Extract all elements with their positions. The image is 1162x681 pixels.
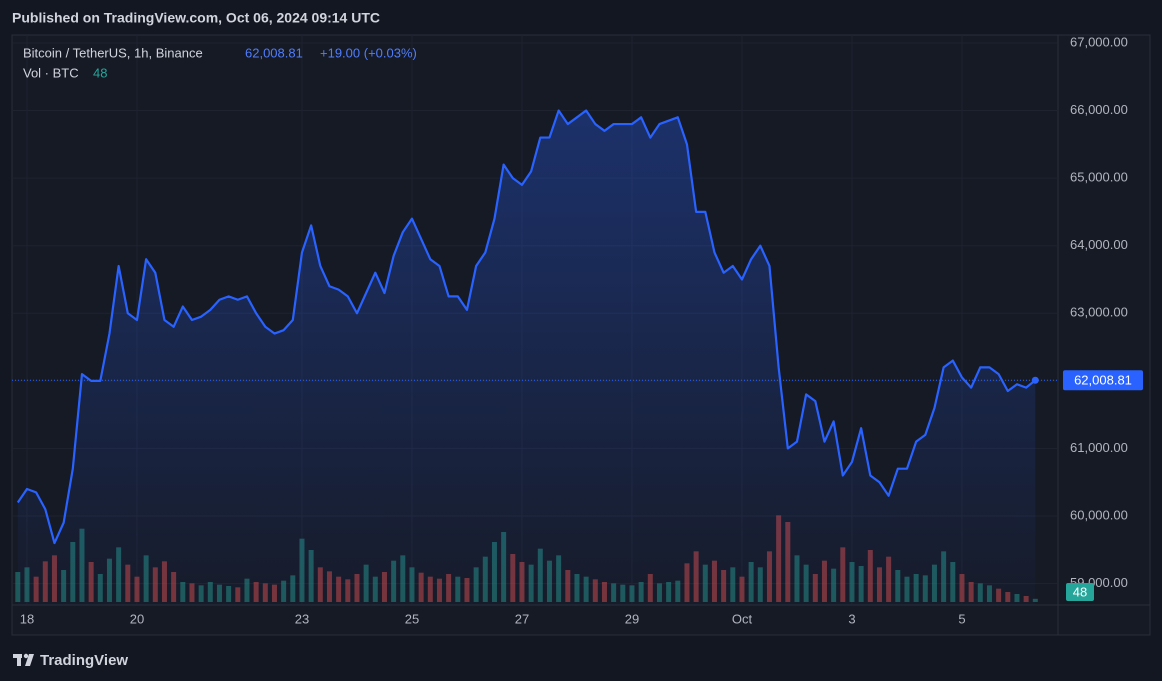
- logo-dot: [23, 653, 29, 659]
- x-tick-label: 18: [20, 611, 34, 626]
- y-tick-label: 64,000.00: [1070, 237, 1128, 252]
- price-badge-label: 62,008.81: [1074, 373, 1132, 388]
- y-tick-label: 65,000.00: [1070, 170, 1128, 185]
- x-tick-label: Oct: [732, 611, 753, 626]
- volume-badge: [1066, 583, 1094, 601]
- x-tick-label: 3: [848, 611, 855, 626]
- last-price-dot: [1031, 376, 1039, 384]
- price-line: [16, 109, 1036, 545]
- logo-slash: [25, 654, 34, 666]
- x-tick-label: 5: [958, 611, 965, 626]
- published-text: Published on TradingView.com, Oct 06, 20…: [12, 10, 380, 26]
- y-tick-label: 60,000.00: [1070, 507, 1128, 522]
- symbol-title: Bitcoin / TetherUS, 1h, Binance: [23, 45, 203, 60]
- logo-stem: [17, 654, 21, 666]
- price-area: [17, 110, 1036, 606]
- legend-change: +19.00 (+0.03%): [320, 45, 417, 60]
- x-tick-label: 29: [625, 611, 639, 626]
- logo: TradingView: [13, 652, 128, 669]
- brand-text: TradingView: [40, 652, 128, 669]
- y-tick-label: 61,000.00: [1070, 440, 1128, 455]
- y-tick-label: 63,000.00: [1070, 305, 1128, 320]
- price-badge: [1063, 370, 1143, 391]
- x-tick-label: 20: [130, 611, 144, 626]
- x-tick-label: 27: [515, 611, 529, 626]
- x-tick-label: 25: [405, 611, 419, 626]
- y-tick-label: 67,000.00: [1070, 34, 1128, 49]
- volume-badge-label: 48: [1073, 584, 1087, 599]
- legend-volume: 48: [93, 65, 107, 80]
- volume-title: Vol · BTC: [23, 65, 79, 80]
- legend-last-price: 62,008.81: [245, 45, 303, 60]
- x-tick-label: 23: [295, 611, 309, 626]
- y-tick-label: 66,000.00: [1070, 102, 1128, 117]
- axes: 59,000.0060,000.0061,000.0062,000.0063,0…: [20, 34, 1143, 626]
- price-plot: [12, 109, 1058, 606]
